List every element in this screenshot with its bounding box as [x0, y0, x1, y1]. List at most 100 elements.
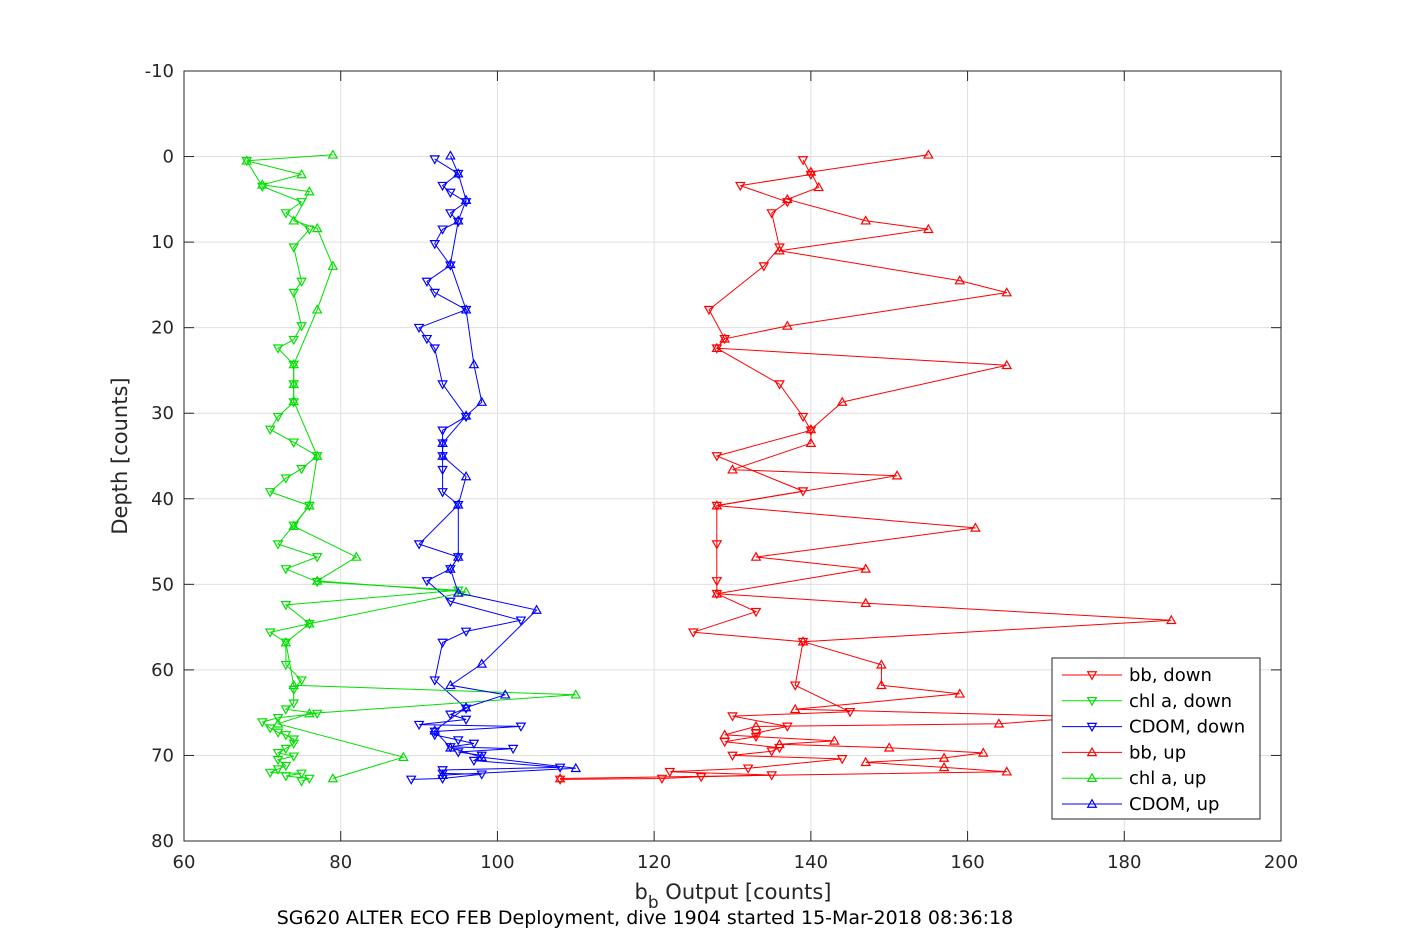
data-point — [257, 179, 268, 189]
y-tick-label: 60 — [151, 660, 174, 681]
data-point — [829, 735, 840, 745]
data-point — [954, 275, 966, 285]
data-point — [429, 288, 441, 299]
data-point — [437, 769, 448, 779]
data-point — [272, 344, 284, 354]
data-point — [288, 685, 300, 696]
data-point — [460, 304, 472, 314]
data-point — [727, 751, 738, 761]
data-point — [327, 149, 339, 159]
x-tick-label: 200 — [1264, 852, 1298, 873]
legend-marker — [1086, 798, 1098, 808]
data-point — [452, 551, 464, 561]
data-point — [515, 616, 527, 626]
data-point — [774, 245, 785, 255]
data-point — [860, 597, 872, 607]
data-point — [797, 156, 809, 166]
y-tick-label: 20 — [151, 318, 174, 339]
x-tick-label: 80 — [329, 852, 352, 873]
data-point — [499, 689, 511, 699]
data-point — [429, 155, 441, 165]
data-point — [257, 718, 268, 728]
data-point — [954, 688, 966, 698]
data-point — [437, 426, 448, 436]
data-point — [836, 755, 848, 765]
data-point — [813, 181, 825, 192]
data-point — [272, 728, 284, 738]
data-point — [789, 703, 801, 714]
data-point — [460, 715, 472, 726]
data-point — [413, 720, 425, 731]
x-axis-label-subscript: b — [648, 893, 659, 913]
data-point — [727, 712, 738, 722]
data-point — [711, 540, 723, 550]
data-point — [280, 731, 292, 741]
data-point — [264, 724, 276, 734]
data-point — [429, 239, 441, 250]
y-tick-label: -10 — [145, 61, 174, 82]
data-point — [476, 658, 488, 668]
data-point — [288, 243, 300, 253]
data-point — [507, 744, 519, 755]
data-point — [304, 500, 315, 510]
data-point — [695, 773, 707, 783]
data-point — [452, 499, 464, 509]
data-point — [351, 551, 362, 561]
data-point — [727, 464, 738, 474]
data-point — [554, 775, 566, 785]
data-point — [923, 149, 934, 159]
y-tick-label: 40 — [151, 489, 174, 510]
data-point — [280, 761, 292, 772]
data-point — [445, 150, 456, 160]
data-point — [860, 563, 872, 573]
data-point — [476, 396, 488, 406]
data-point — [272, 540, 284, 550]
data-point — [876, 659, 887, 669]
data-point — [445, 710, 456, 720]
data-point — [476, 770, 488, 780]
data-point — [429, 731, 441, 741]
data-point — [280, 565, 292, 575]
data-point — [288, 378, 300, 388]
data-point — [429, 676, 441, 686]
data-point — [272, 718, 284, 728]
data-point — [476, 751, 488, 761]
data-point — [429, 344, 441, 354]
data-point — [445, 188, 456, 198]
data-point — [280, 772, 292, 782]
legend-entry: CDOM, down — [1129, 717, 1245, 738]
data-point — [264, 628, 276, 638]
data-point — [288, 358, 300, 369]
data-point — [711, 588, 723, 598]
data-point — [288, 335, 300, 346]
data-point — [515, 722, 527, 732]
data-point — [460, 586, 472, 596]
data-point — [468, 358, 480, 369]
data-point — [296, 676, 307, 686]
data-point — [280, 209, 292, 219]
series-line — [246, 160, 459, 782]
data-point — [272, 749, 284, 759]
y-tick-label: 30 — [151, 403, 174, 424]
axis-ticks: 60 80 100 120 140 160 180 200-10010203040506070… — [145, 61, 1299, 873]
legend-box — [1051, 657, 1261, 820]
data-point — [272, 765, 284, 775]
y-tick-label: 0 — [163, 147, 174, 168]
data-point — [970, 522, 981, 532]
y-tick-label: 70 — [151, 745, 174, 766]
data-point — [742, 764, 754, 774]
data-point — [993, 718, 1005, 728]
x-tick-label: 140 — [794, 852, 828, 873]
data-point — [445, 258, 456, 269]
data-point — [711, 452, 723, 462]
data-point — [460, 194, 472, 205]
data-point — [280, 637, 292, 647]
data-point — [296, 777, 307, 787]
series-chl-a-up — [241, 149, 582, 783]
data-point — [327, 260, 339, 270]
data-point — [296, 169, 307, 179]
data-point — [452, 217, 464, 228]
data-point — [750, 607, 762, 618]
x-tick-label: 180 — [1107, 852, 1141, 873]
data-point — [789, 681, 801, 691]
